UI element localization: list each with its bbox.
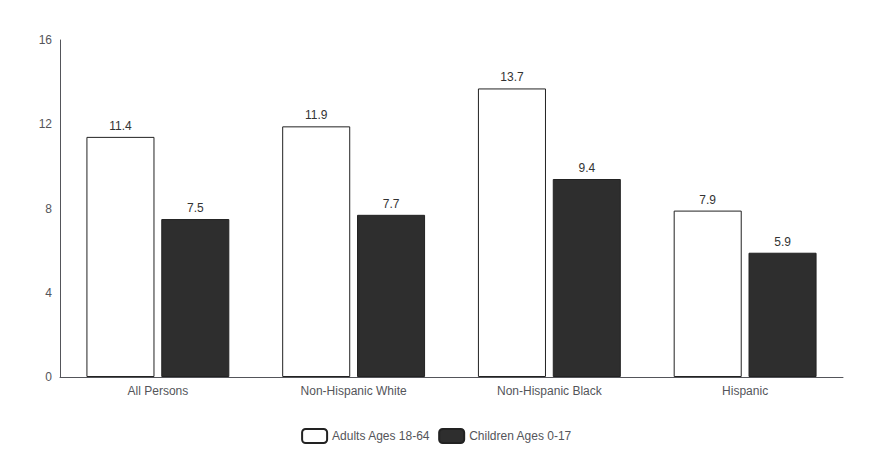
svg-text:8: 8 bbox=[45, 202, 52, 216]
svg-text:Children Ages 0-17: Children Ages 0-17 bbox=[469, 429, 571, 443]
svg-text:0: 0 bbox=[45, 370, 52, 384]
svg-text:12: 12 bbox=[39, 117, 53, 131]
svg-text:7.9: 7.9 bbox=[699, 193, 716, 207]
svg-text:7.7: 7.7 bbox=[383, 197, 400, 211]
svg-text:5.9: 5.9 bbox=[774, 235, 791, 249]
svg-text:Adults Ages 18-64: Adults Ages 18-64 bbox=[332, 429, 430, 443]
svg-text:16: 16 bbox=[39, 33, 53, 47]
svg-text:11.9: 11.9 bbox=[305, 108, 328, 122]
svg-text:Hispanic: Hispanic bbox=[722, 384, 768, 398]
svg-text:Non-Hispanic White: Non-Hispanic White bbox=[301, 384, 407, 398]
svg-text:Non-Hispanic Black: Non-Hispanic Black bbox=[497, 384, 603, 398]
svg-text:4: 4 bbox=[45, 286, 52, 300]
svg-text:11.4: 11.4 bbox=[109, 119, 132, 133]
svg-text:13.7: 13.7 bbox=[500, 70, 524, 84]
svg-text:All Persons: All Persons bbox=[128, 384, 189, 398]
svg-text:7.5: 7.5 bbox=[187, 201, 204, 215]
svg-text:9.4: 9.4 bbox=[578, 161, 595, 175]
